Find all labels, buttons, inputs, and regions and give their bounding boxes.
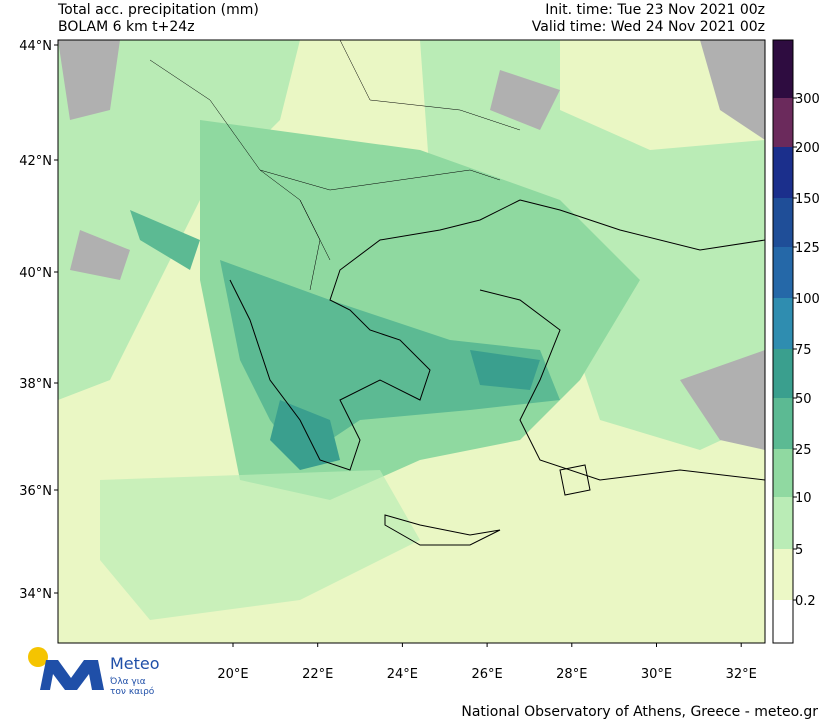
colorbar-band	[773, 497, 793, 549]
lon-label: 20°E	[217, 667, 248, 682]
colorbar-band	[773, 549, 793, 600]
colorbar-band	[773, 147, 793, 198]
colorbar-frame	[772, 39, 794, 644]
footer: National Observatory of Athens, Greece -…	[461, 704, 818, 720]
title: Total acc. precipitation (mm)	[57, 2, 259, 18]
colorbar-label: 50	[795, 392, 812, 407]
logo-name: Meteo	[110, 654, 160, 673]
lat-label: 34°N	[19, 587, 52, 602]
colorbar-label: 75	[795, 343, 812, 358]
colorbar-label: 0.2	[795, 594, 816, 609]
colorbar-band	[773, 298, 793, 349]
init-time: Init. time: Tue 23 Nov 2021 00z	[545, 2, 765, 18]
lat-labels: 44°N 42°N 40°N 38°N 36°N 34°N	[19, 39, 58, 602]
lat-label: 40°N	[19, 266, 52, 281]
lon-label: 32°E	[726, 667, 757, 682]
colorbar-band	[773, 98, 793, 147]
colorbar-band	[773, 349, 793, 398]
logo-sun	[28, 647, 48, 667]
lon-label: 22°E	[302, 667, 333, 682]
model: BOLAM 6 km t+24z	[58, 19, 195, 35]
lon-label: 24°E	[387, 667, 418, 682]
colorbar-band	[773, 398, 793, 449]
colorbar-label: 100	[795, 292, 820, 307]
logo: Meteo Όλα για τον καιρό	[28, 647, 160, 697]
valid-time: Valid time: Wed 24 Nov 2021 00z	[532, 19, 765, 35]
colorbar-label: 125	[795, 241, 820, 256]
logo-tagline: Όλα για	[109, 676, 146, 687]
lat-label: 38°N	[19, 377, 52, 392]
colorbar-band	[773, 40, 793, 98]
colorbar-band	[773, 600, 793, 643]
colorbar-label: 25	[795, 443, 812, 458]
colorbar-label: 300	[795, 92, 820, 107]
lon-label: 26°E	[471, 667, 502, 682]
logo-tagline: τον καιρό	[110, 686, 155, 697]
colorbar: 300 200 150 125 100 75 50 25 10 5 0.2	[772, 39, 820, 644]
lat-label: 44°N	[19, 39, 52, 54]
lon-label: 30°E	[641, 667, 672, 682]
colorbar-band	[773, 198, 793, 247]
lat-label: 36°N	[19, 484, 52, 499]
logo-mark	[40, 660, 104, 690]
lon-label: 28°E	[556, 667, 587, 682]
colorbar-label: 5	[795, 543, 803, 558]
colorbar-label: 200	[795, 141, 820, 156]
colorbar-label: 150	[795, 192, 820, 207]
map-frame	[57, 39, 766, 644]
colorbar-label: 10	[795, 491, 812, 506]
precipitation-map	[58, 40, 765, 643]
colorbar-band	[773, 449, 793, 497]
lat-label: 42°N	[19, 154, 52, 169]
colorbar-band	[773, 247, 793, 298]
lon-labels: 20°E 22°E 24°E 26°E 28°E 30°E 32°E	[217, 643, 757, 682]
